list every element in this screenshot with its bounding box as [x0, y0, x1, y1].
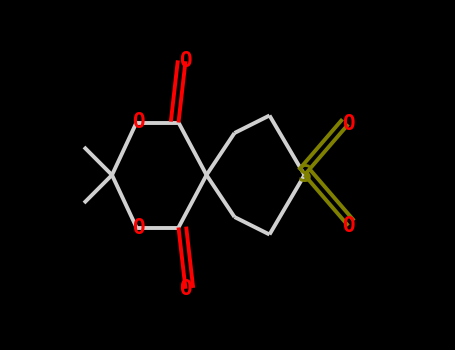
Text: O: O — [342, 216, 354, 236]
Text: O: O — [179, 51, 192, 71]
Text: O: O — [132, 217, 145, 238]
Text: O: O — [132, 112, 145, 133]
Text: S: S — [298, 163, 312, 187]
Text: O: O — [342, 114, 354, 134]
Text: O: O — [179, 279, 192, 299]
